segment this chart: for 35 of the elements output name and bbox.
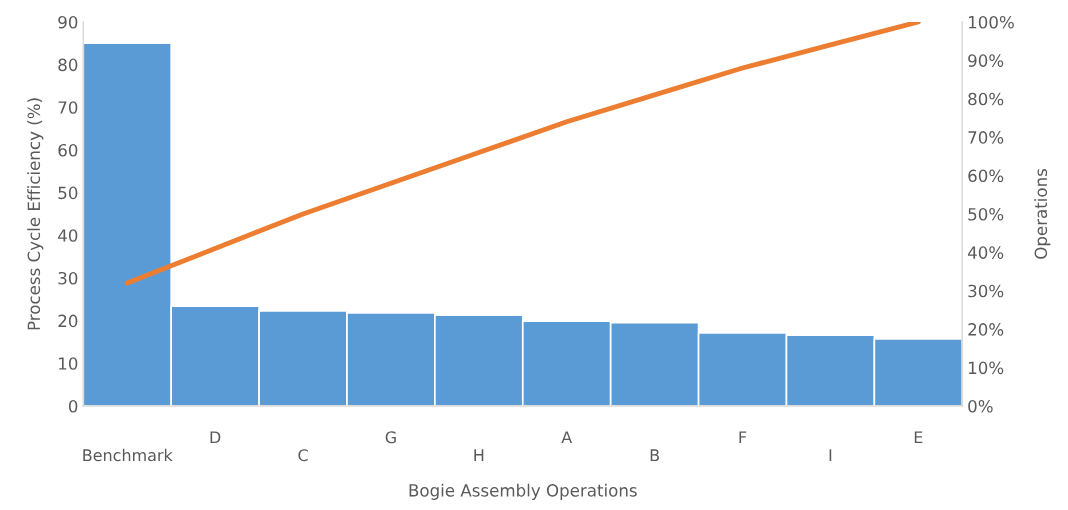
- y2-tick-label: 40%: [967, 246, 1004, 259]
- x-tick-label: I: [829, 449, 832, 461]
- x-axis-title: Bogie Assembly Operations: [409, 483, 637, 500]
- y2-tick-label: 90%: [968, 54, 1004, 67]
- y-tick-label: 10: [59, 357, 78, 370]
- y2-tick-label: 10%: [968, 361, 1004, 375]
- y-tick-label: 60: [58, 143, 78, 157]
- x-tick-label: D: [210, 431, 221, 444]
- y2-tick-label: 0%: [968, 399, 993, 413]
- y-tick-label: 0: [68, 399, 78, 413]
- x-tick-label: B: [650, 449, 659, 461]
- y2-axis-title: Operations: [1034, 168, 1051, 259]
- y2-tick-label: 60%: [968, 169, 1004, 183]
- y-axis-title: Process Cycle Efficiency (%): [27, 98, 44, 330]
- x-tick-label: Benchmark: [83, 448, 173, 462]
- y2-tick-label: 50%: [968, 207, 1004, 221]
- x-tick-label: A: [561, 431, 573, 444]
- line-series: [124, 21, 921, 286]
- y-tick-label: 20: [58, 314, 78, 328]
- y-tick-label: 80: [58, 58, 78, 72]
- y2-tick-label: 80%: [968, 92, 1004, 106]
- x-tick-label: H: [474, 449, 484, 461]
- x-tick-label: F: [739, 431, 747, 444]
- y-tick-label: 90: [58, 15, 78, 29]
- y-tick-label: 70: [58, 101, 78, 114]
- x-tick-label: E: [914, 431, 923, 444]
- y2-tick-label: 100%: [968, 15, 1014, 29]
- y2-tick-label: 70%: [968, 131, 1004, 144]
- y-tick-label: 40: [58, 229, 78, 242]
- x-tick-label: G: [385, 431, 396, 444]
- y-tick-label: 30: [58, 271, 78, 285]
- x-tick-label: C: [298, 449, 308, 462]
- y2-tick-label: 20%: [968, 323, 1004, 336]
- y2-tick-label: 30%: [968, 284, 1004, 298]
- y-tick-label: 50: [58, 186, 78, 200]
